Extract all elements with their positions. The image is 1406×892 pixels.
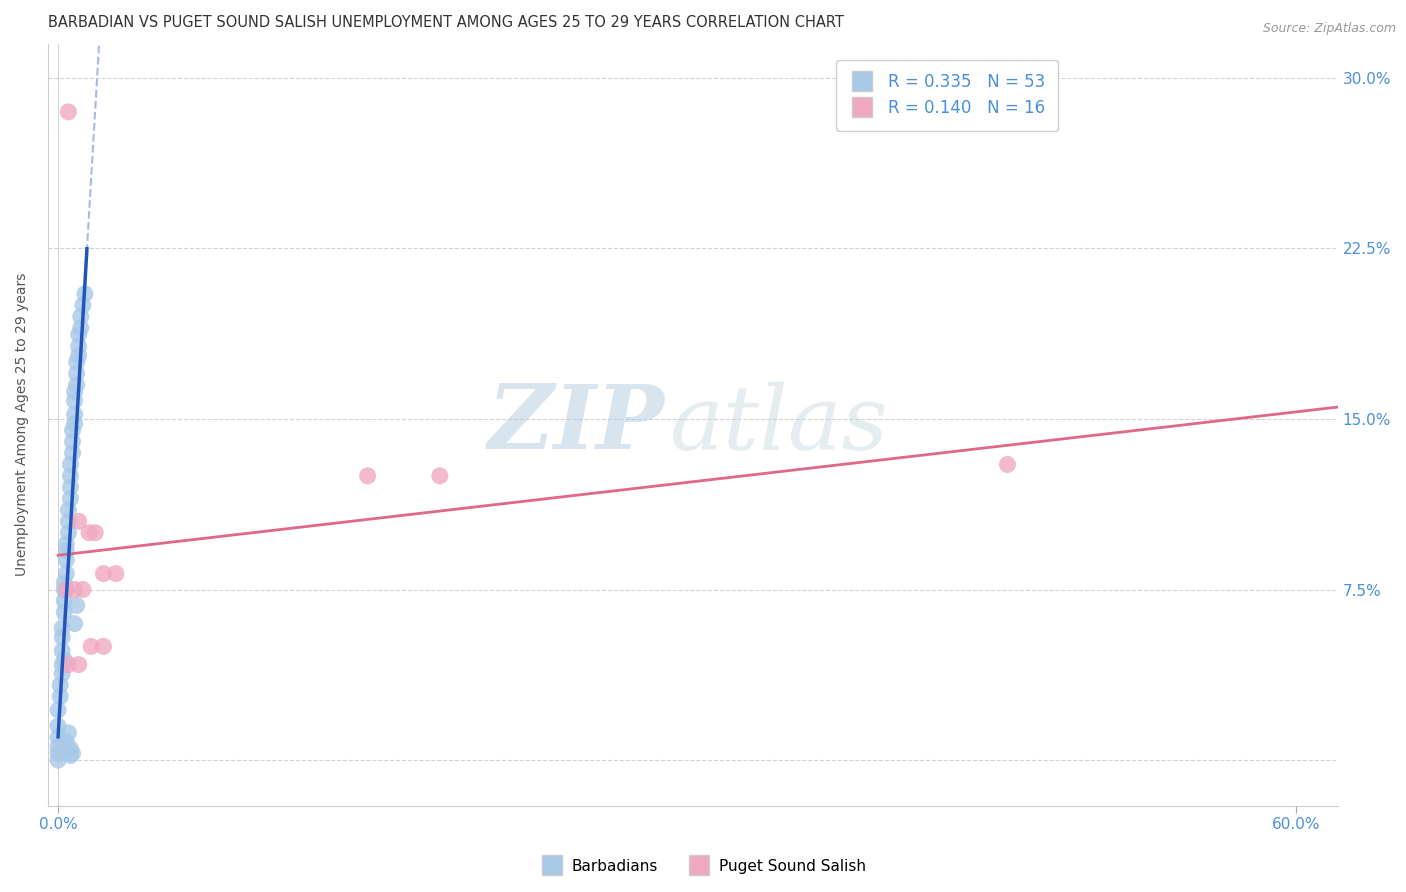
Point [62,434,84,449]
Point [55,553,77,567]
Point [72,298,94,312]
Point [67,657,90,672]
Point [66,599,89,613]
Point [55,566,77,581]
Point [59,480,82,494]
Point [46,739,69,754]
Point [69,321,91,335]
Point [69,310,91,324]
Point [58,104,80,119]
Point [58,525,80,540]
Point [51,630,73,644]
Text: atlas: atlas [669,381,889,468]
Point [59,468,82,483]
Point [53,594,76,608]
Point [49,678,72,692]
Point [58,514,80,528]
Point [46,719,69,733]
Point [62,423,84,437]
Point [51,657,73,672]
Point [77,525,100,540]
Point [429,468,451,483]
Point [997,458,1019,472]
Point [63,384,86,399]
Text: Source: ZipAtlas.com: Source: ZipAtlas.com [1263,22,1396,36]
Point [63,393,86,408]
Point [67,327,90,342]
Text: BARBADIAN VS PUGET SOUND SALISH UNEMPLOYMENT AMONG AGES 25 TO 29 YEARS CORRELATI: BARBADIAN VS PUGET SOUND SALISH UNEMPLOY… [48,15,844,30]
Point [46,746,69,760]
Point [63,616,86,631]
Point [53,653,76,667]
Text: ZIP: ZIP [488,382,664,468]
Point [66,367,89,381]
Point [63,408,86,422]
Point [104,566,127,581]
Point [59,748,82,763]
Point [58,726,80,740]
Point [93,640,115,654]
Point [59,741,82,756]
Point [73,286,96,301]
Point [67,348,90,362]
Point [59,491,82,506]
Point [59,458,82,472]
Point [53,575,76,590]
Point [93,566,115,581]
Point [356,468,378,483]
Point [53,582,76,597]
Point [53,605,76,619]
Point [46,731,69,745]
Point [67,339,90,353]
Point [46,703,69,717]
Point [55,537,77,551]
Point [49,690,72,704]
Point [55,544,77,558]
Point [63,417,86,431]
Legend: R = 0.335   N = 53, R = 0.140   N = 16: R = 0.335 N = 53, R = 0.140 N = 16 [837,60,1059,130]
Point [55,582,77,597]
Point [58,657,80,672]
Legend: Barbadians, Puget Sound Salish: Barbadians, Puget Sound Salish [534,853,872,880]
Point [58,503,80,517]
Point [66,377,89,392]
Point [51,644,73,658]
Point [63,582,86,597]
Point [62,746,84,760]
Point [67,514,90,528]
Point [51,621,73,635]
Point [80,640,103,654]
Point [84,525,107,540]
Point [55,735,77,749]
Point [72,582,94,597]
Point [62,446,84,460]
Point [51,666,73,681]
Y-axis label: Unemployment Among Ages 25 to 29 years: Unemployment Among Ages 25 to 29 years [15,273,30,576]
Point [46,753,69,767]
Point [66,355,89,369]
